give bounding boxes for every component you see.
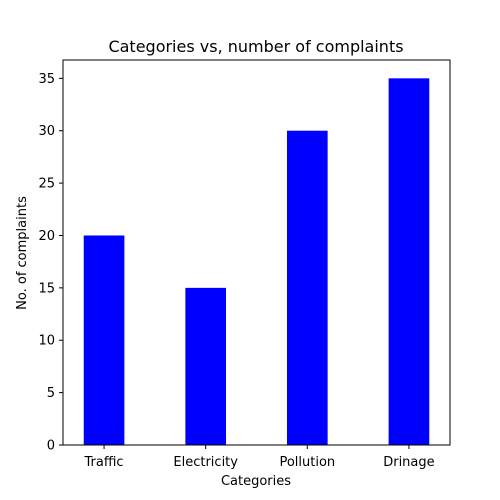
plot-area: 0 5 10 15 20 25 30 35 Traffic Electricity Pollutio… (38, 59, 451, 470)
chart-title: Categories vs, number of complaints (108, 37, 403, 56)
y-tick-label: 10 (38, 334, 55, 349)
x-axis-label: Categories (221, 474, 291, 489)
y-tick-label: 20 (38, 229, 55, 244)
bar-pollution (286, 130, 328, 445)
y-tick-label: 30 (38, 124, 55, 139)
y-tick-label: 35 (38, 72, 55, 87)
y-axis-label: No. of complaints (15, 196, 30, 310)
bar-drinage (388, 78, 430, 445)
x-tick-label: Traffic (84, 455, 124, 470)
y-tick-label: 25 (38, 177, 55, 192)
y-tick-label: 0 (47, 439, 55, 454)
plot-frame (62, 59, 451, 446)
x-tick-label: Drinage (383, 455, 434, 470)
y-tick-label: 15 (38, 281, 55, 296)
bar-traffic (83, 235, 125, 445)
x-tick-label: Pollution (279, 455, 335, 470)
y-tick-label: 5 (47, 386, 55, 401)
bar-electricity (185, 287, 227, 445)
x-tick-label: Electricity (173, 455, 238, 470)
